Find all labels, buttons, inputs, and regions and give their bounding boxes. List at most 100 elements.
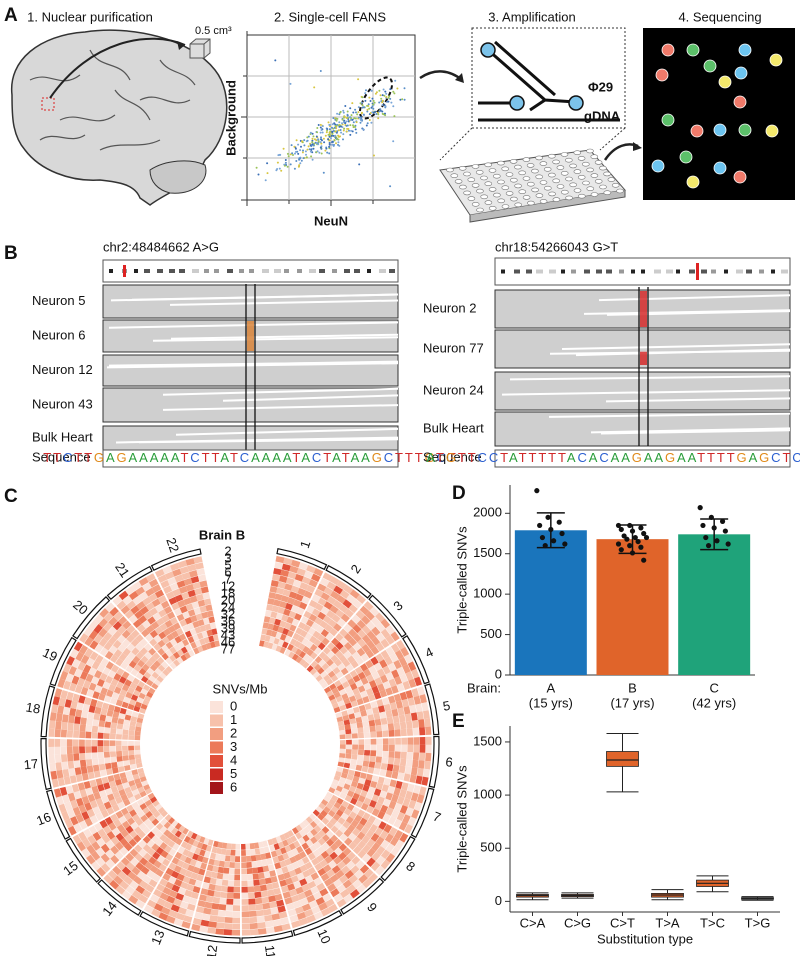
heatmap-cell <box>264 635 271 642</box>
heatmap-cell <box>382 798 391 807</box>
heatmap-cell <box>128 725 136 731</box>
heatmap-cell <box>377 776 385 785</box>
heatmap-cell <box>117 625 127 635</box>
fans-dot <box>381 99 384 102</box>
heatmap-cell <box>309 668 317 676</box>
fans-dot <box>392 90 395 93</box>
heatmap-cell <box>163 606 173 615</box>
heatmap-cell <box>304 847 313 856</box>
heatmap-cell <box>343 650 352 659</box>
heatmap-cell <box>249 843 255 850</box>
heatmap-cell <box>369 755 376 763</box>
plate-well <box>590 173 599 178</box>
chromosome-band <box>65 837 102 883</box>
heatmap-cell <box>320 681 329 689</box>
heatmap-cell <box>123 696 131 704</box>
heatmap-cell <box>406 752 413 760</box>
heatmap-cell <box>241 849 246 856</box>
heatmap-cell <box>130 694 139 702</box>
heatmap-cell <box>170 904 180 913</box>
heatmap-cell <box>258 872 265 880</box>
heatmap-cell <box>348 874 359 884</box>
heatmap-cell <box>330 794 339 802</box>
heatmap-cell <box>73 641 83 652</box>
plate-well <box>594 160 603 165</box>
heatmap-cell <box>127 686 135 695</box>
heatmap-cell <box>357 732 364 739</box>
fans-dot <box>360 101 363 104</box>
heatmap-cell <box>351 855 361 865</box>
fans-dot <box>336 137 338 140</box>
heatmap-cell <box>170 870 180 879</box>
fans-dot <box>306 136 309 139</box>
heatmap-cell <box>60 746 67 755</box>
heatmap-cell <box>163 901 173 910</box>
heatmap-cell <box>82 703 90 712</box>
plate-well <box>607 177 616 182</box>
heatmap-cell <box>318 659 326 667</box>
heatmap-cell <box>264 610 272 617</box>
heatmap-cell <box>91 785 99 794</box>
heatmap-cell <box>103 782 111 790</box>
heatmap-cell <box>298 837 306 845</box>
heatmap-cell <box>385 807 394 816</box>
heatmap-cell <box>368 693 376 702</box>
heatmap-cell <box>124 679 132 687</box>
whisker <box>651 897 684 901</box>
heatmap-cell <box>309 820 318 829</box>
fans-dot <box>328 124 331 126</box>
variant-highlight <box>640 291 647 327</box>
heatmap-cell <box>141 663 150 672</box>
heatmap-cell <box>79 739 85 747</box>
heatmap-cell <box>80 766 88 774</box>
heatmap-cell <box>127 674 135 683</box>
heatmap-cell <box>196 855 204 863</box>
read-gap <box>548 412 791 418</box>
row-label: Sequence <box>32 449 91 464</box>
heatmap-cell <box>357 629 367 639</box>
heatmap-cell <box>174 878 183 887</box>
heatmap-cell <box>130 821 139 830</box>
heatmap-cell <box>325 678 334 686</box>
heatmap-cell <box>330 698 338 705</box>
heatmap-cell <box>263 871 271 879</box>
heatmap-cell <box>129 759 136 765</box>
heatmap-cell <box>352 674 361 683</box>
heatmap-cell <box>232 917 240 924</box>
plate-well <box>586 148 594 154</box>
fans-dot <box>282 147 285 150</box>
heatmap-cell <box>165 881 174 890</box>
heatmap-cell <box>408 799 417 810</box>
heatmap-cell <box>387 785 395 795</box>
heatmap-cell <box>303 624 311 633</box>
heatmap-cell <box>339 792 347 800</box>
heatmap-cell <box>391 771 399 780</box>
heatmap-cell <box>109 606 119 617</box>
heatmap-cell <box>127 651 136 661</box>
heatmap-cell <box>175 837 183 846</box>
fans-dot <box>291 152 294 155</box>
heatmap-cell <box>182 638 190 647</box>
heatmap-cell <box>136 717 144 724</box>
heatmap-cell <box>287 597 296 605</box>
heatmap-cell <box>366 674 375 683</box>
fans-dot <box>371 105 374 108</box>
heatmap-cell <box>377 668 386 678</box>
fans-dot <box>335 142 337 145</box>
heatmap-cell <box>277 905 286 913</box>
heatmap-cell <box>152 851 161 860</box>
fans-dot <box>362 128 365 131</box>
data-point <box>703 534 709 541</box>
heatmap-cell <box>122 750 129 756</box>
heatmap-cell <box>79 644 89 655</box>
heatmap-cell <box>167 625 176 634</box>
heatmap-cell <box>168 862 177 871</box>
heatmap-cell <box>291 861 300 870</box>
heatmap-cell <box>313 647 322 655</box>
heatmap-cell <box>388 729 395 737</box>
heatmap-cell <box>412 759 419 768</box>
heatmap-cell <box>103 740 110 747</box>
heatmap-cell <box>335 650 344 659</box>
fans-dot <box>328 135 331 138</box>
heatmap-cell <box>163 837 171 845</box>
